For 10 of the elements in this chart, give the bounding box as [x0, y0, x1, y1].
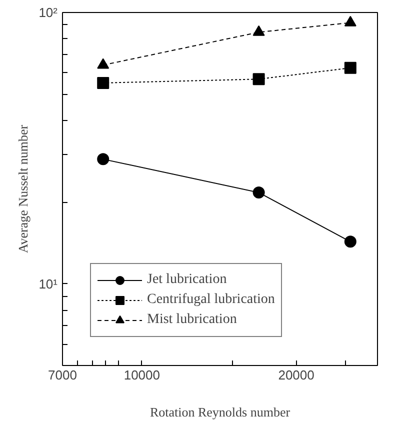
x-axis-title: Rotation Reynolds number: [150, 404, 291, 420]
y-axis-title: Average Nusselt number: [16, 124, 31, 254]
legend-label: Jet lubrication: [147, 271, 227, 289]
x-tick-label: 10000: [124, 368, 160, 382]
y-tick-label: 10²: [38, 5, 58, 20]
x-tick-label: 7000: [48, 368, 77, 382]
legend-label: Mist lubrication: [147, 311, 237, 329]
x-tick-label: 20000: [278, 368, 314, 382]
y-tick-label: 10¹: [38, 276, 58, 292]
legend-label: Centrifugal lubrication: [147, 291, 275, 309]
